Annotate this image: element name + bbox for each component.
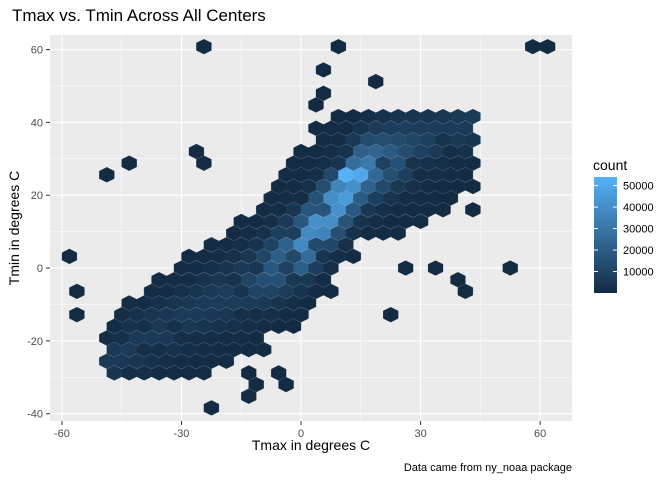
hexbin-cell	[315, 272, 332, 288]
hexbin-cell	[300, 295, 317, 311]
x-tick-label: 60	[534, 428, 546, 440]
hexbin-cell	[457, 120, 474, 136]
y-tick-label: 0	[37, 263, 43, 275]
hexbin-cell	[368, 73, 384, 90]
hexbin-cell	[323, 260, 339, 276]
x-tick-label: 0	[298, 428, 304, 440]
hexbin-cell	[442, 190, 459, 206]
legend-title: count	[593, 157, 627, 173]
hexbin-cell	[248, 376, 264, 393]
hexbin-cell	[338, 237, 354, 253]
x-tick-label: 30	[414, 428, 426, 440]
x-axis-title: Tmax in degrees C	[252, 437, 370, 453]
hexbin-cell	[383, 307, 399, 323]
y-tick-label: 60	[31, 45, 43, 57]
hexbin-cell	[188, 143, 205, 160]
hexbin-cell	[450, 272, 466, 288]
legend-tick-label: 40000	[623, 202, 654, 214]
chart-caption: Data came from ny_noaa package	[404, 462, 572, 474]
x-tick-label: -30	[174, 428, 190, 440]
hexbin-cell	[398, 260, 414, 276]
legend-tick-label: 10000	[623, 267, 654, 279]
hexbin-cell	[345, 248, 361, 265]
y-axis-title: Tmin in degrees C	[6, 171, 22, 285]
hexbin-cell	[121, 155, 137, 171]
hexbin-cells	[61, 39, 556, 416]
y-tick-label: 20	[31, 190, 43, 202]
hexbin-cell	[323, 283, 339, 300]
x-axis-ticks: -60 -30 0 30 60	[54, 421, 546, 440]
hexbin-cell	[248, 330, 264, 346]
hexbin-cell	[61, 248, 78, 265]
hexbin-cell	[196, 39, 212, 55]
hexbin-cell	[427, 260, 444, 276]
hexbin-cell	[69, 307, 85, 323]
hexbin-cell	[315, 62, 332, 78]
legend-tick-label: 50000	[623, 181, 654, 193]
hexbin-cell	[196, 155, 212, 171]
x-tick-label: -60	[54, 428, 70, 440]
legend-ticks: 10000 20000 30000 40000 50000	[594, 181, 654, 279]
hexbin-cell	[465, 202, 481, 218]
hexbin-cell	[412, 213, 429, 230]
color-legend: count 10000 20000 30000 40000 50000	[593, 157, 654, 293]
hexbin-cell	[69, 283, 85, 300]
hexbin-cell	[330, 39, 347, 55]
chart-title: Tmax vs. Tmin Across All Centers	[12, 6, 266, 25]
hexbin-cell	[465, 155, 481, 171]
hexbin-cell	[308, 97, 324, 113]
hexbin-cell	[241, 388, 257, 404]
hexbin-cell	[278, 376, 294, 393]
legend-colorbar	[594, 177, 617, 293]
hexbin-cell	[457, 143, 474, 160]
y-tick-label: -40	[27, 409, 43, 421]
hexbin-cell	[539, 39, 556, 55]
hexbin-cell	[285, 318, 302, 334]
hexbin-cell	[502, 260, 518, 276]
hexbin-cell	[203, 400, 220, 416]
hexbin-cell	[271, 365, 287, 381]
legend-tick-label: 20000	[623, 245, 654, 257]
hexbin-cell	[465, 132, 481, 148]
hexbin-cell	[293, 307, 309, 323]
hexbin-cell	[457, 167, 474, 183]
y-tick-label: -20	[27, 336, 43, 348]
hexbin-cell	[435, 202, 451, 218]
hexbin-cell	[465, 108, 481, 125]
hexbin-cell	[315, 85, 332, 101]
hexbin-cell	[256, 341, 272, 358]
hexbin-cell	[241, 365, 257, 381]
hexbin-cell	[465, 178, 481, 195]
y-axis-ticks: -40 -20 0 20 40 60	[27, 45, 50, 421]
hexbin-cell	[99, 167, 115, 183]
hexbin-cell	[196, 365, 212, 381]
hexbin-cell	[218, 353, 234, 369]
legend-tick-label: 30000	[623, 224, 654, 236]
hexbin-cell	[390, 225, 406, 241]
hexbin-cell	[457, 283, 474, 300]
y-tick-label: 40	[31, 117, 43, 129]
